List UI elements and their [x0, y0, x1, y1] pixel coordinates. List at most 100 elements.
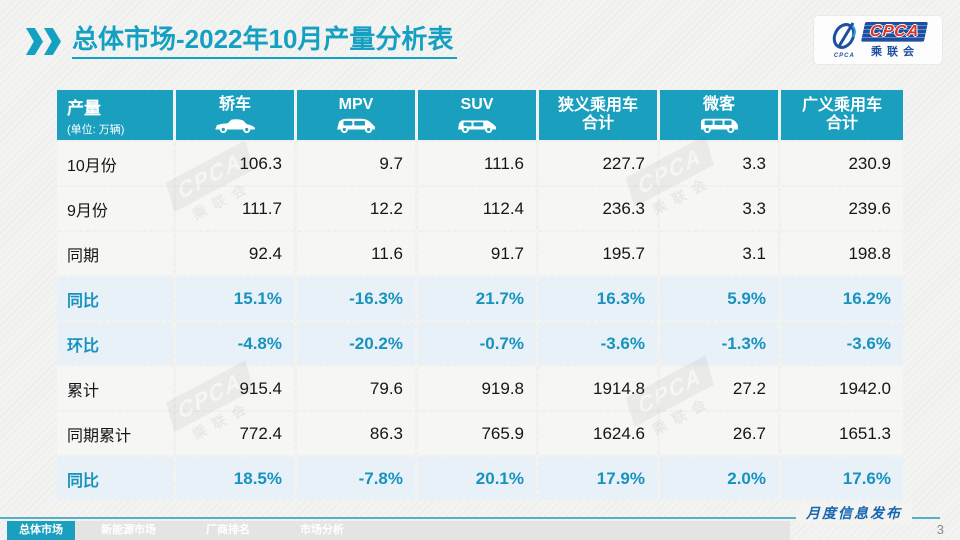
header-cell-sedan: 轿车	[176, 90, 294, 140]
cell-value: 86.3	[297, 412, 415, 455]
cell-value: 230.9	[781, 142, 903, 185]
column-label: SUV	[460, 96, 494, 113]
table-row-september: 9月份 111.7 12.2 112.4 236.3 3.3 239.6	[57, 187, 903, 230]
cell-value: 1624.6	[539, 412, 657, 455]
cell-value: 239.6	[781, 187, 903, 230]
cell-value: 26.7	[660, 412, 778, 455]
cell-value: 92.4	[176, 232, 294, 275]
header-cell-suv: SUV	[418, 90, 536, 140]
table-row-mom: 环比 -4.8% -20.2% -0.7% -3.6% -1.3% -3.6%	[57, 322, 903, 365]
cell-value: 27.2	[660, 367, 778, 410]
cell-value: 5.9%	[660, 277, 778, 320]
row-label: 环比	[57, 322, 173, 365]
publish-label: 月度信息发布	[796, 503, 912, 523]
cell-value: 227.7	[539, 142, 657, 185]
row-label: 10月份	[57, 142, 173, 185]
cell-value: -16.3%	[297, 277, 415, 320]
cell-value: 919.8	[418, 367, 536, 410]
cell-value: 1942.0	[781, 367, 903, 410]
cell-value: 3.1	[660, 232, 778, 275]
cell-value: -0.7%	[418, 322, 536, 365]
page-title-subject: -2022年10月产量分析表	[176, 24, 454, 54]
cell-value: 111.7	[176, 187, 294, 230]
cpca-logo-brand: CPCA	[869, 22, 921, 40]
cpca-logo: CPCA CPCA 乘联会	[814, 16, 942, 64]
cell-value: 1651.3	[781, 412, 903, 455]
table-row-yoy: 同比 15.1% -16.3% 21.7% 16.3% 5.9% 16.2%	[57, 277, 903, 320]
table-row-cumulative-same-period: 同期累计 772.4 86.3 765.9 1624.6 26.7 1651.3	[57, 412, 903, 455]
cell-value: 112.4	[418, 187, 536, 230]
column-label-line1: 广义乘用车	[801, 97, 882, 114]
sedan-icon	[215, 119, 255, 134]
production-label: 产量	[67, 98, 101, 118]
cell-value: 765.9	[418, 412, 536, 455]
table-row-october: 10月份 106.3 9.7 111.6 227.7 3.3 230.9	[57, 142, 903, 185]
header-cell-production: 产量 (单位: 万辆)	[57, 90, 173, 140]
mpv-icon	[337, 118, 375, 134]
cell-value: 2.0%	[660, 457, 778, 500]
cell-value: 1914.8	[539, 367, 657, 410]
row-label: 9月份	[57, 187, 173, 230]
production-unit: (单位: 万辆)	[67, 123, 125, 136]
column-label: 微客	[702, 96, 735, 113]
column-label: 轿车	[218, 96, 251, 113]
tab-nev-market[interactable]: 新能源市场	[101, 524, 156, 536]
cell-value: 16.2%	[781, 277, 903, 320]
header-cell-mpv: MPV	[297, 90, 415, 140]
row-label: 同期	[57, 232, 173, 275]
cell-value: -7.8%	[297, 457, 415, 500]
cell-value: 17.9%	[539, 457, 657, 500]
page-title: 总体市场-2022年10月产量分析表	[72, 24, 458, 59]
slide-nav-tabs: 总体市场 新能源市场 厂商排名 市场分析	[0, 521, 790, 540]
cpca-logo-small-caption: CPCA	[833, 53, 855, 59]
column-label-line1: 狭义乘用车	[557, 97, 638, 114]
column-label: MPV	[338, 96, 374, 113]
cell-value: -3.6%	[781, 322, 903, 365]
inactive-tab-strip: 新能源市场 厂商排名 市场分析	[75, 521, 790, 540]
tab-manufacturer-ranking[interactable]: 厂商排名	[206, 524, 250, 536]
cell-value: 21.7%	[418, 277, 536, 320]
cell-value: 20.1%	[418, 457, 536, 500]
cell-value: 15.1%	[176, 277, 294, 320]
page-title-section: 总体市场	[72, 24, 177, 54]
footer-divider	[0, 517, 940, 519]
cell-value: 16.3%	[539, 277, 657, 320]
production-table: 产量 (单位: 万辆) 轿车 MPV	[54, 88, 906, 502]
cell-value: 9.7	[297, 142, 415, 185]
table-row-same-period: 同期 92.4 11.6 91.7 195.7 3.1 198.8	[57, 232, 903, 275]
row-label: 同比	[57, 277, 173, 320]
cell-value: 3.3	[660, 187, 778, 230]
tab-overall-market[interactable]: 总体市场	[7, 521, 75, 540]
cpca-logo-badge: CPCA	[861, 21, 929, 42]
column-label-line2: 合计	[581, 115, 614, 132]
header-cell-narrow-pv-total: 狭义乘用车 合计	[539, 90, 657, 140]
cell-value: 18.5%	[176, 457, 294, 500]
cpca-swoosh-icon: CPCA	[829, 21, 859, 59]
cell-value: -3.6%	[539, 322, 657, 365]
column-label-line2: 合计	[825, 115, 858, 132]
cell-value: -1.3%	[660, 322, 778, 365]
row-label: 同期累计	[57, 412, 173, 455]
page-number: 3	[936, 522, 944, 537]
double-chevron-icon	[26, 28, 62, 55]
table-row-cumulative-yoy: 同比 18.5% -7.8% 20.1% 17.9% 2.0% 17.6%	[57, 457, 903, 500]
suv-icon	[458, 120, 496, 134]
row-label: 同比	[57, 457, 173, 500]
table-row-cumulative: 累计 915.4 79.6 919.8 1914.8 27.2 1942.0	[57, 367, 903, 410]
chevron-right-icon	[44, 28, 61, 55]
chevron-right-icon	[26, 28, 43, 55]
cell-value: 3.3	[660, 142, 778, 185]
cell-value: -4.8%	[176, 322, 294, 365]
title-row: 总体市场-2022年10月产量分析表	[26, 24, 458, 59]
tab-market-analysis[interactable]: 市场分析	[300, 524, 344, 536]
cell-value: 106.3	[176, 142, 294, 185]
cell-value: 195.7	[539, 232, 657, 275]
cell-value: 12.2	[297, 187, 415, 230]
cell-value: 17.6%	[781, 457, 903, 500]
cell-value: 198.8	[781, 232, 903, 275]
row-label: 累计	[57, 367, 173, 410]
cell-value: 91.7	[418, 232, 536, 275]
cell-value: 915.4	[176, 367, 294, 410]
header-cell-broad-pv-total: 广义乘用车 合计	[781, 90, 903, 140]
